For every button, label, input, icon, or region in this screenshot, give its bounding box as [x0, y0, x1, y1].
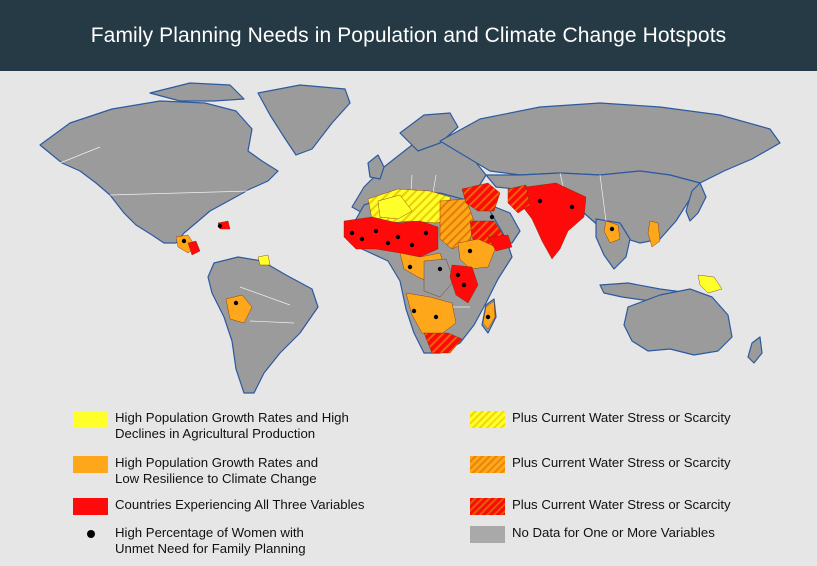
west-asia-red-hatched [461, 182, 501, 212]
unmet-need-dot [423, 230, 429, 236]
legend-orange-hatched-line1: Plus Current Water Stress or Scarcity [512, 455, 731, 470]
legend-yellow-hatched-line1: Plus Current Water Stress or Scarcity [512, 410, 731, 425]
unmet-need-dot [409, 242, 415, 248]
legend: High Population Growth Rates and High De… [0, 410, 817, 566]
unmet-need-dot [455, 272, 461, 278]
yemen-red [487, 234, 513, 252]
uk [367, 154, 385, 180]
unmet-need-dot [489, 214, 495, 220]
south-america [207, 256, 319, 394]
dot-swatch [73, 525, 108, 542]
mali-yellow [377, 194, 413, 220]
guyana-yellow [257, 254, 271, 266]
legend-no-data-line1: No Data for One or More Variables [512, 525, 715, 540]
central-america-red [187, 240, 201, 256]
unmet-need-dot [217, 223, 223, 229]
west-africa-red [343, 216, 439, 258]
legend-orange-line1: High Population Growth Rates and [115, 455, 319, 470]
legend-item-orange: High Population Growth Rates and Low Res… [73, 455, 318, 487]
legend-dot-line2: Unmet Need for Family Planning [115, 541, 306, 556]
unmet-need-dot [395, 234, 401, 240]
drc-grey [423, 258, 455, 298]
red-hatched-swatch [470, 498, 505, 515]
png-yellow [697, 274, 723, 294]
japan [685, 182, 707, 222]
country-borders [59, 146, 607, 324]
orange-swatch [73, 456, 108, 473]
legend-item-no-data: No Data for One or More Variables [470, 525, 715, 543]
australia [623, 288, 733, 356]
unmet-need-dot [537, 198, 543, 204]
greenland [257, 84, 351, 156]
india-red [519, 182, 587, 260]
unmet-need-dot [373, 228, 379, 234]
unmet-need-dot [569, 204, 575, 210]
arctic-islands [149, 82, 245, 102]
new-zealand [747, 336, 763, 364]
unmet-need-dot [181, 238, 187, 244]
legend-item-orange-hatched: Plus Current Water Stress or Scarcity [470, 455, 731, 473]
legend-yellow-line2: Declines in Agricultural Production [115, 426, 316, 441]
unmet-need-dot [407, 264, 413, 270]
grey-swatch [470, 526, 505, 543]
legend-item-red-hatched: Plus Current Water Stress or Scarcity [470, 497, 731, 515]
legend-item-dot: High Percentage of Women with Unmet Need… [73, 525, 306, 557]
yellow-swatch [73, 411, 108, 428]
russia [439, 102, 781, 184]
unmet-need-dot [233, 300, 239, 306]
legend-item-red: Countries Experiencing All Three Variabl… [73, 497, 364, 515]
unmet-need-dot [433, 314, 439, 320]
page-title: Family Planning Needs in Population and … [90, 23, 727, 47]
bolivia-orange [225, 294, 253, 324]
unmet-need-dot [349, 230, 355, 236]
legend-red-hatched-line1: Plus Current Water Stress or Scarcity [512, 497, 731, 512]
unmet-need-dot [411, 308, 417, 314]
black-dot-icon [86, 529, 95, 538]
legend-dot-line1: High Percentage of Women with [115, 525, 304, 540]
unmet-need-dot [609, 226, 615, 232]
unmet-need-dots [181, 198, 615, 320]
red-swatch [73, 498, 108, 515]
unmet-need-dot [461, 282, 467, 288]
south-africa-red-hatched [423, 332, 463, 354]
pakistan-red-hatched [507, 184, 531, 214]
unmet-need-dot [385, 240, 391, 246]
unmet-need-dot [359, 236, 365, 242]
world-map [0, 71, 817, 401]
philippines-orange [647, 220, 661, 248]
scandinavia [399, 112, 459, 152]
header-bar: Family Planning Needs in Population and … [0, 0, 817, 71]
orange-hatched-swatch [470, 456, 505, 473]
legend-item-yellow-hatched: Plus Current Water Stress or Scarcity [470, 410, 731, 428]
land-no-data [39, 82, 781, 394]
legend-item-yellow: High Population Growth Rates and High De… [73, 410, 349, 442]
laos-orange [603, 220, 621, 244]
north-america [39, 100, 279, 244]
world-map-svg [39, 82, 781, 394]
southern-africa-orange [405, 292, 457, 336]
highlighted-countries [175, 182, 723, 354]
ethiopia-orange [457, 238, 497, 270]
legend-yellow-line1: High Population Growth Rates and High [115, 410, 349, 425]
legend-orange-line2: Low Resilience to Climate Change [115, 471, 317, 486]
unmet-need-dot [437, 266, 443, 272]
unmet-need-dot [485, 314, 491, 320]
madagascar-orange [482, 300, 496, 330]
legend-red-line1: Countries Experiencing All Three Variabl… [115, 497, 365, 512]
yellow-hatched-swatch [470, 411, 505, 428]
unmet-need-dot [467, 248, 473, 254]
